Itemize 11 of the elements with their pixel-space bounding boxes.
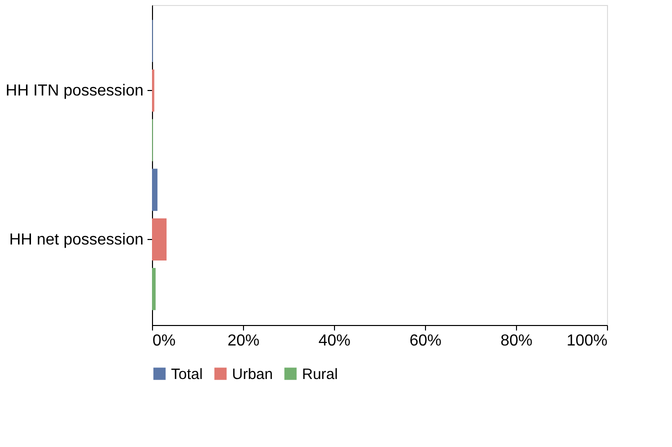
x-tick-label: 40%	[318, 332, 351, 350]
legend-label: Urban	[232, 366, 273, 383]
x-tick-label: 60%	[409, 332, 442, 350]
y-tick-label: HH net possession	[9, 231, 144, 248]
x-tick-label: 100%	[566, 332, 608, 350]
legend-label: Rural	[302, 366, 338, 383]
y-tick-label: HH ITN possession	[6, 82, 144, 100]
x-tick-label: 80%	[500, 332, 533, 350]
legend-label: Total	[171, 366, 203, 383]
x-tick-label: 20%	[227, 332, 260, 350]
x-tick-label: 0%	[152, 332, 176, 350]
